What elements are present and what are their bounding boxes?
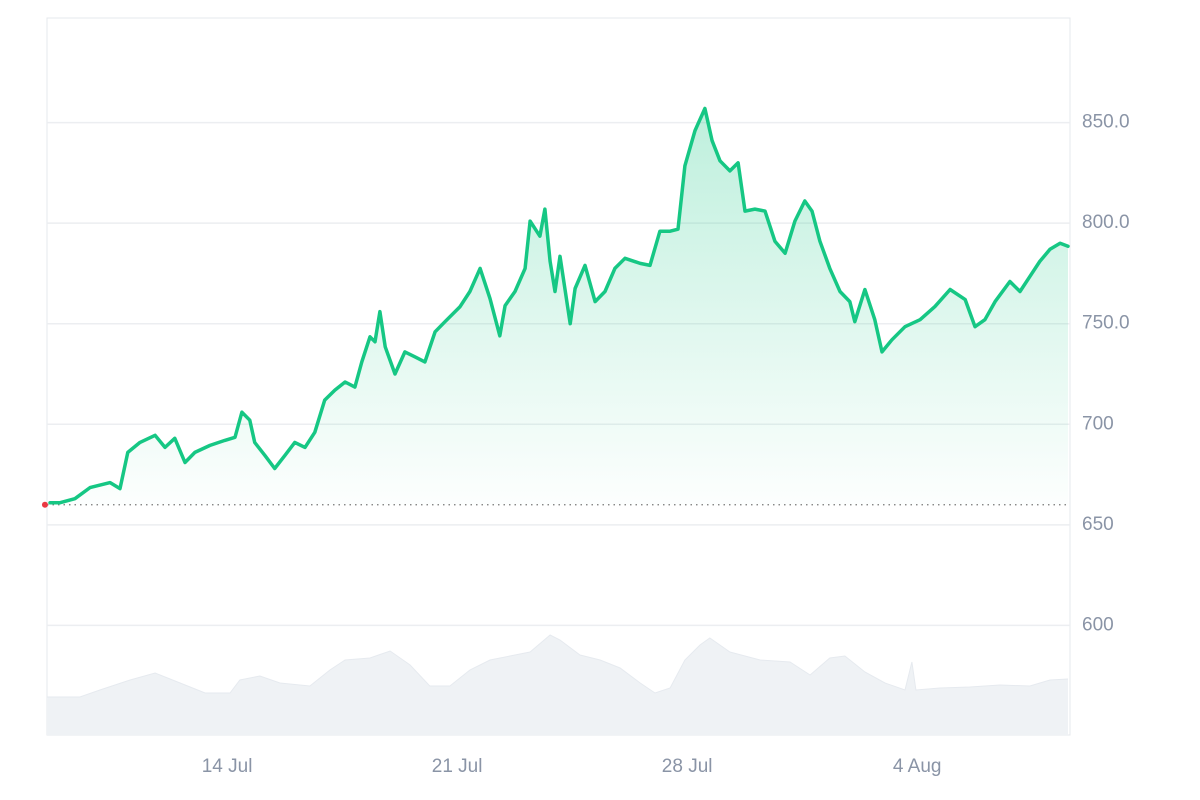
y-tick-label: 700 <box>1082 413 1114 434</box>
y-tick-label: 650 <box>1082 514 1114 535</box>
x-tick-label: 14 Jul <box>202 756 253 777</box>
y-tick-label: 800.0 <box>1082 212 1130 233</box>
start-marker <box>41 501 48 508</box>
x-tick-label: 4 Aug <box>893 756 942 777</box>
y-tick-label: 750.0 <box>1082 313 1130 334</box>
price <box>41 106 1070 508</box>
y-tick-label: 600 <box>1082 614 1114 635</box>
labels: 600 650 700 750.0 800.0 850.0 14 Jul 21 Jul 28 J… <box>202 112 1130 777</box>
volume-fill <box>47 635 1069 735</box>
volume <box>47 634 1069 735</box>
price-line <box>48 106 1070 505</box>
price-area <box>49 108 1069 505</box>
y-tick-label: 850.0 <box>1082 112 1130 133</box>
x-tick-label: 21 Jul <box>432 756 483 777</box>
volume-line <box>47 634 1069 698</box>
x-tick-label: 28 Jul <box>662 756 713 777</box>
